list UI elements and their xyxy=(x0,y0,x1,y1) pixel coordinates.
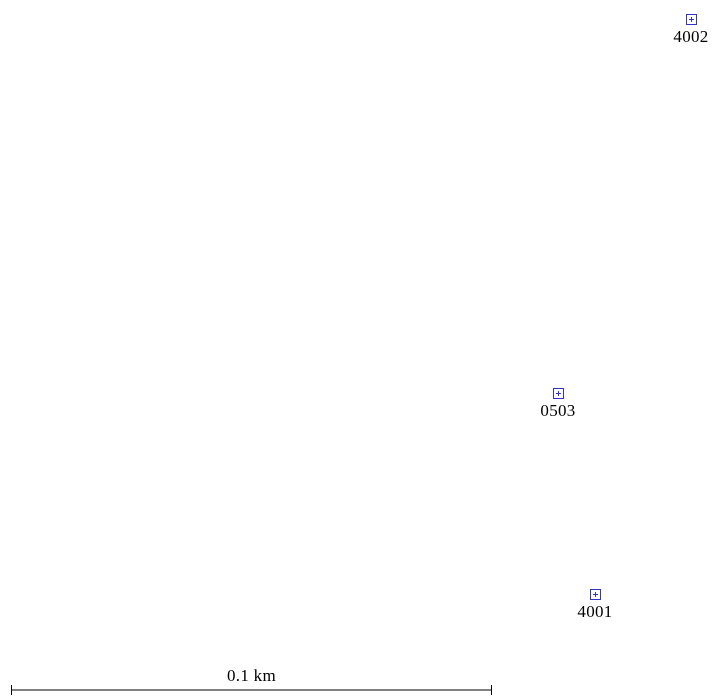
survey-point-icon xyxy=(552,388,564,399)
scale-bar-label: 0.1 km xyxy=(226,666,277,685)
marker-label-0503: 0503 xyxy=(540,401,576,420)
map-marker-4001[interactable]: 4001 xyxy=(565,589,625,622)
survey-point-icon xyxy=(685,14,697,25)
marker-label-4002: 4002 xyxy=(673,27,709,46)
map-marker-0503[interactable]: 0503 xyxy=(528,388,588,421)
marker-label-4001: 4001 xyxy=(577,602,613,621)
scale-bar: 0.1 km xyxy=(11,666,492,696)
map-marker-4002[interactable]: 4002 xyxy=(661,14,715,47)
scale-bar-line xyxy=(11,685,492,695)
survey-point-icon xyxy=(589,589,601,600)
